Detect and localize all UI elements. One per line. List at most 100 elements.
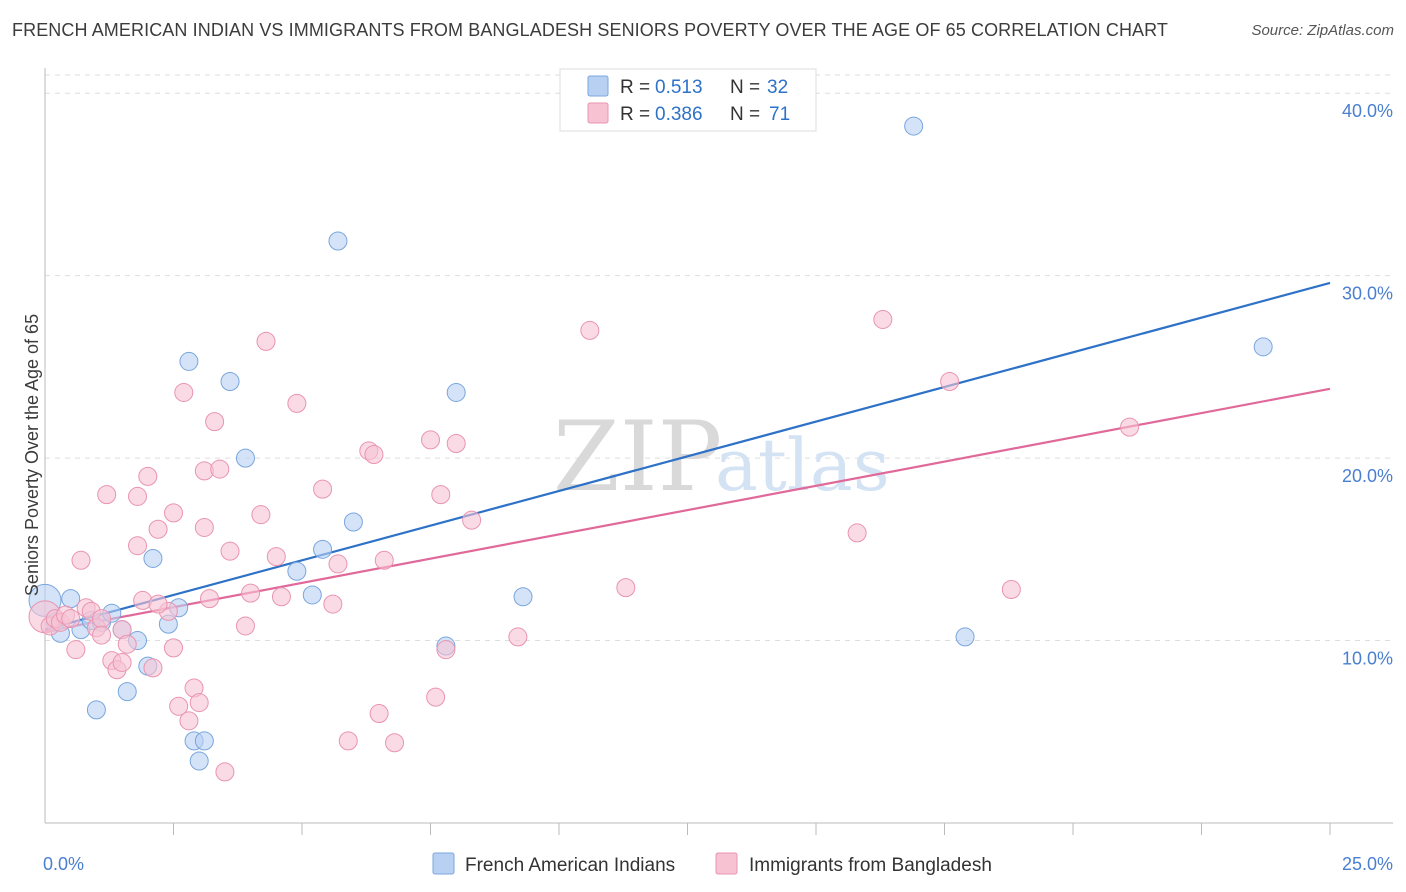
point-bangladesh-58 bbox=[431, 485, 451, 505]
axes bbox=[44, 68, 1393, 835]
y-tick-label-1: 20.0% bbox=[1342, 466, 1393, 486]
legend-r-label-blue: R = bbox=[620, 77, 650, 98]
point-bangladesh-19 bbox=[128, 536, 148, 556]
point-bangladesh-39 bbox=[220, 541, 240, 561]
point-bangladesh-65 bbox=[847, 523, 867, 543]
point-bangladesh-52 bbox=[364, 444, 384, 464]
point-bangladesh-53 bbox=[374, 550, 394, 570]
point-french-american-indian-31 bbox=[955, 627, 975, 647]
point-bangladesh-41 bbox=[241, 583, 261, 603]
point-bangladesh-44 bbox=[266, 547, 286, 567]
chart-title: FRENCH AMERICAN INDIAN VS IMMIGRANTS FRO… bbox=[12, 20, 1169, 40]
point-french-american-indian-32 bbox=[1253, 337, 1273, 357]
point-french-american-indian-18 bbox=[189, 751, 209, 771]
point-bangladesh-35 bbox=[199, 589, 219, 609]
point-french-american-indian-30 bbox=[904, 116, 924, 136]
watermark-zip: ZIP bbox=[553, 401, 722, 513]
series-legend-label-blue: French American Indians bbox=[465, 855, 675, 876]
point-french-american-indian-26 bbox=[343, 512, 363, 532]
y-axis-label: Seniors Poverty Over the Age of 65 bbox=[22, 314, 42, 596]
point-bangladesh-26 bbox=[164, 638, 183, 658]
legend-n-label-blue: N = bbox=[730, 77, 760, 98]
point-bangladesh-57 bbox=[426, 687, 446, 707]
point-bangladesh-68 bbox=[1001, 579, 1021, 599]
point-french-american-indian-29 bbox=[513, 587, 533, 607]
point-bangladesh-50 bbox=[338, 731, 358, 751]
point-bangladesh-16 bbox=[112, 652, 132, 672]
point-bangladesh-34 bbox=[194, 517, 214, 537]
point-french-american-indian-28 bbox=[446, 382, 466, 402]
grid-lines bbox=[45, 74, 1393, 642]
point-bangladesh-56 bbox=[421, 430, 440, 450]
point-bangladesh-69 bbox=[1120, 417, 1140, 437]
point-bangladesh-22 bbox=[138, 466, 158, 486]
point-bangladesh-11 bbox=[92, 609, 112, 629]
point-bangladesh-60 bbox=[446, 434, 466, 454]
legend-r-label-pink: R = bbox=[620, 104, 650, 125]
source-credit: Source: ZipAtlas.com bbox=[1251, 22, 1394, 39]
point-bangladesh-59 bbox=[436, 640, 456, 660]
point-bangladesh-49 bbox=[323, 594, 343, 614]
series-legend-label-pink: Immigrants from Bangladesh bbox=[749, 855, 992, 876]
point-bangladesh-27 bbox=[164, 503, 183, 523]
point-bangladesh-67 bbox=[940, 371, 960, 391]
series-legend-swatch-pink bbox=[715, 852, 738, 875]
x-tick-label-0: 0.0% bbox=[43, 854, 84, 874]
correlation-legend: R = 0.513 N = 32 R = 0.386 N = 71 bbox=[559, 68, 817, 132]
watermark-atlas: atlas bbox=[715, 423, 890, 507]
point-french-american-indian-19 bbox=[194, 731, 214, 751]
point-bangladesh-32 bbox=[189, 693, 209, 713]
legend-r-value-blue: 0.513 bbox=[655, 77, 703, 98]
point-french-american-indian-10 bbox=[117, 682, 137, 702]
point-bangladesh-63 bbox=[580, 320, 600, 340]
legend-n-value-blue: 32 bbox=[767, 77, 788, 98]
point-bangladesh-20 bbox=[128, 486, 148, 506]
point-bangladesh-46 bbox=[287, 393, 307, 413]
point-bangladesh-30 bbox=[179, 711, 199, 731]
point-bangladesh-24 bbox=[148, 519, 168, 539]
point-bangladesh-62 bbox=[508, 627, 528, 647]
legend-n-label-pink: N = bbox=[730, 104, 760, 125]
tick-labels: 10.0% 20.0% 30.0% 40.0% 0.0% 25.0% bbox=[43, 101, 1393, 874]
point-bangladesh-13 bbox=[97, 485, 117, 505]
series-legend-swatch-blue bbox=[432, 852, 455, 875]
point-bangladesh-37 bbox=[210, 459, 230, 479]
legend-r-value-pink: 0.386 bbox=[655, 104, 703, 125]
y-tick-label-3: 40.0% bbox=[1342, 101, 1393, 121]
point-bangladesh-23 bbox=[143, 658, 163, 678]
point-bangladesh-6 bbox=[66, 640, 86, 660]
legend-swatch-pink bbox=[587, 102, 609, 124]
point-bangladesh-70 bbox=[148, 594, 168, 614]
x-tick-label-1: 25.0% bbox=[1342, 854, 1393, 874]
point-bangladesh-66 bbox=[873, 309, 893, 329]
point-french-american-indian-25 bbox=[328, 231, 348, 251]
y-tick-label-0: 10.0% bbox=[1342, 649, 1393, 669]
point-bangladesh-61 bbox=[462, 510, 482, 530]
y-tick-label-2: 30.0% bbox=[1342, 284, 1393, 304]
point-french-american-indian-6 bbox=[86, 700, 106, 720]
point-bangladesh-7 bbox=[71, 550, 91, 570]
point-bangladesh-38 bbox=[215, 762, 235, 782]
point-french-american-indian-23 bbox=[302, 585, 322, 605]
point-bangladesh-42 bbox=[251, 505, 271, 525]
point-bangladesh-12 bbox=[92, 625, 112, 645]
point-bangladesh-55 bbox=[385, 733, 405, 753]
point-french-american-indian-3 bbox=[61, 589, 81, 609]
point-bangladesh-54 bbox=[369, 704, 389, 724]
trend-line-french-american-indian bbox=[44, 281, 1331, 631]
point-bangladesh-29 bbox=[174, 382, 194, 402]
point-french-american-indian-13 bbox=[143, 548, 163, 568]
point-bangladesh-18 bbox=[117, 634, 137, 654]
point-french-american-indian-22 bbox=[287, 561, 307, 581]
point-bangladesh-48 bbox=[328, 554, 348, 574]
point-french-american-indian-24 bbox=[313, 539, 333, 559]
legend-n-value-pink: 71 bbox=[769, 104, 790, 125]
point-bangladesh-47 bbox=[313, 479, 333, 499]
point-french-american-indian-21 bbox=[235, 448, 255, 468]
legend-swatch-blue bbox=[587, 75, 609, 97]
point-french-american-indian-16 bbox=[179, 351, 199, 371]
point-bangladesh-64 bbox=[616, 578, 636, 598]
point-bangladesh-5 bbox=[61, 609, 81, 629]
point-bangladesh-43 bbox=[256, 331, 276, 351]
